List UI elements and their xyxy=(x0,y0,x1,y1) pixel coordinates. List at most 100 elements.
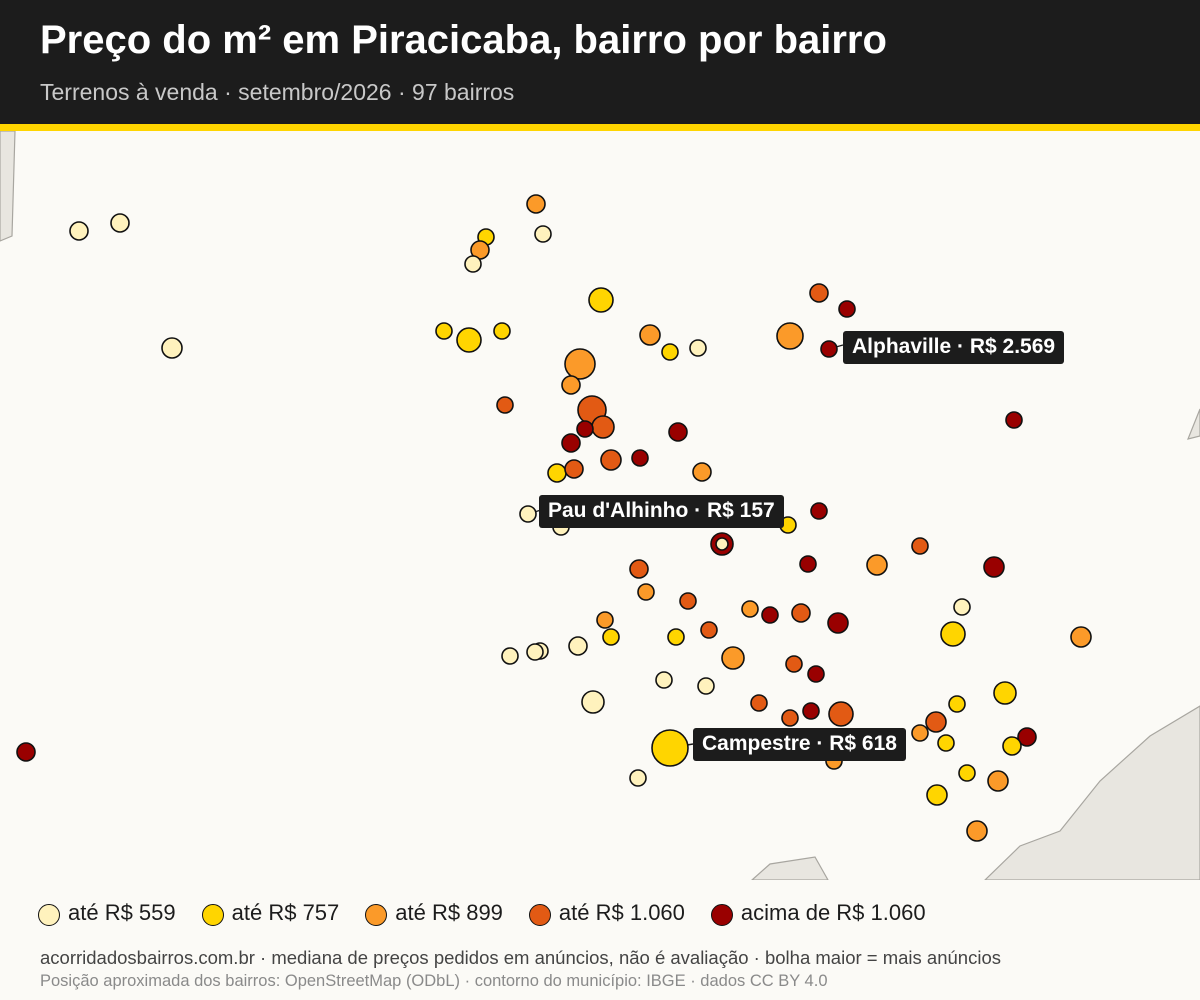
neighbourhood-bubble[interactable] xyxy=(519,505,537,523)
neighbourhood-bubble[interactable] xyxy=(534,225,552,243)
neighbourhood-bubble[interactable] xyxy=(679,592,697,610)
neighbourhood-bubble[interactable] xyxy=(655,671,673,689)
neighbourhood-bubble[interactable] xyxy=(629,559,649,579)
neighbourhood-bubble[interactable] xyxy=(820,340,838,358)
callout-pau-dalhinho: Pau d'Alhinho · R$ 157 xyxy=(539,495,784,528)
neighbourhood-bubble[interactable] xyxy=(983,556,1005,578)
neighbourhood-bubble[interactable] xyxy=(809,283,829,303)
neighbourhood-bubble[interactable] xyxy=(591,415,615,439)
legend-swatch xyxy=(365,904,388,926)
neighbourhood-bubble[interactable] xyxy=(637,583,655,601)
neighbourhood-bubble[interactable] xyxy=(564,459,584,479)
neighbourhood-bubble[interactable] xyxy=(838,300,856,318)
neighbourhood-bubble[interactable] xyxy=(526,643,544,661)
neighbourhood-bubble[interactable] xyxy=(937,734,955,752)
legend-item-tier-4: até R$ 1.060 xyxy=(528,900,685,926)
neighbourhood-bubble[interactable] xyxy=(692,462,712,482)
neighbourhood-bubble[interactable] xyxy=(526,194,546,214)
neighbourhood-bubble[interactable] xyxy=(993,681,1017,705)
neighbourhood-bubble[interactable] xyxy=(781,709,799,727)
neighbourhood-bubble[interactable] xyxy=(576,420,594,438)
neighbourhood-bubble[interactable] xyxy=(651,729,689,767)
legend-label: acima de R$ 1.060 xyxy=(740,900,926,925)
neighbourhood-bubble[interactable] xyxy=(493,322,511,340)
neighbourhood-bubble[interactable] xyxy=(966,820,988,842)
neighbourhood-bubble[interactable] xyxy=(791,603,811,623)
neighbourhood-bubble[interactable] xyxy=(588,287,614,313)
footer-source: Posição aproximada dos bairros: OpenStre… xyxy=(40,972,828,990)
neighbourhood-bubble[interactable] xyxy=(750,694,768,712)
neighbourhood-bubble[interactable] xyxy=(810,502,828,520)
neighbourhood-bubble[interactable] xyxy=(501,647,519,665)
neighbourhood-bubble[interactable] xyxy=(721,646,745,670)
neighbourhood-bubble[interactable] xyxy=(668,422,688,442)
neighbourhood-bubble[interactable] xyxy=(807,665,825,683)
map-area[interactable]: Alphaville · R$ 2.569 Pau d'Alhinho · R$… xyxy=(0,131,1200,880)
footer-note: acorridadosbairros.com.br · mediana de p… xyxy=(40,947,1001,968)
neighbourhood-bubble[interactable] xyxy=(987,770,1009,792)
neighbourhood-bubble[interactable] xyxy=(547,463,567,483)
neighbourhood-bubble[interactable] xyxy=(639,324,661,346)
neighbourhood-bubble[interactable] xyxy=(866,554,888,576)
page-title: Preço do m² em Piracicaba, bairro por ba… xyxy=(40,18,887,62)
neighbourhood-bubble[interactable] xyxy=(568,636,588,656)
neighbourhood-bubble[interactable] xyxy=(564,348,596,380)
neighbourhood-bubble[interactable] xyxy=(435,322,453,340)
neighbourhood-bubble[interactable] xyxy=(16,742,36,762)
neighbourhood-bubble[interactable] xyxy=(953,598,971,616)
neighbourhood-bubble[interactable] xyxy=(596,611,614,629)
neighbourhood-bubble[interactable] xyxy=(161,337,183,359)
neighbourhood-bubble[interactable] xyxy=(940,621,966,647)
neighbourhood-bubbles[interactable] xyxy=(16,194,1092,842)
neighbourhood-bubble[interactable] xyxy=(456,327,482,353)
neighbourhood-bubble[interactable] xyxy=(602,628,620,646)
legend-label: até R$ 899 xyxy=(395,900,503,925)
neighbourhood-bubble[interactable] xyxy=(700,621,718,639)
neighbourhood-bubble[interactable] xyxy=(926,784,948,806)
neighbourhood-bubble[interactable] xyxy=(667,628,685,646)
neighbourhood-bubble[interactable] xyxy=(802,702,820,720)
neighbourhood-bubble[interactable] xyxy=(464,255,482,273)
neighbourhood-bubble[interactable] xyxy=(827,612,849,634)
neighbourhood-bubble[interactable] xyxy=(581,690,605,714)
neighbourhood-bubble[interactable] xyxy=(715,537,729,551)
map-canvas[interactable] xyxy=(0,131,1200,880)
neighbourhood-bubble[interactable] xyxy=(661,343,679,361)
neighbourhood-bubble[interactable] xyxy=(785,655,803,673)
neighbourhood-bubble[interactable] xyxy=(948,695,966,713)
legend-item-tier-3: até R$ 899 xyxy=(365,900,503,926)
neighbourhood-bubble[interactable] xyxy=(69,221,89,241)
neighbourhood-bubble[interactable] xyxy=(958,764,976,782)
neighbourhood-bubble[interactable] xyxy=(1002,736,1022,756)
neighbourhood-bubble[interactable] xyxy=(799,555,817,573)
callout-campestre: Campestre · R$ 618 xyxy=(693,728,906,761)
legend-item-tier-5: acima de R$ 1.060 xyxy=(710,900,926,926)
neighbourhood-bubble[interactable] xyxy=(561,375,581,395)
legend-item-tier-1: até R$ 559 xyxy=(38,900,176,926)
neighbourhood-bubble[interactable] xyxy=(911,724,929,742)
legend-swatch xyxy=(528,904,551,926)
neighbourhood-bubble[interactable] xyxy=(689,339,707,357)
neighbourhood-bubble[interactable] xyxy=(1005,411,1023,429)
neighbourhood-bubble[interactable] xyxy=(761,606,779,624)
legend-swatch xyxy=(38,904,60,926)
land-bottom-right xyxy=(984,705,1200,880)
neighbourhood-bubble[interactable] xyxy=(776,322,804,350)
neighbourhood-bubble[interactable] xyxy=(496,396,514,414)
legend-label: até R$ 1.060 xyxy=(558,900,685,925)
neighbourhood-bubble[interactable] xyxy=(911,537,929,555)
callout-alphaville: Alphaville · R$ 2.569 xyxy=(843,331,1065,364)
legend-item-tier-2: até R$ 757 xyxy=(201,900,339,926)
neighbourhood-bubble[interactable] xyxy=(629,769,647,787)
land-right-edge xyxy=(1187,408,1200,440)
neighbourhood-bubble[interactable] xyxy=(561,433,581,453)
neighbourhood-bubble[interactable] xyxy=(697,677,715,695)
neighbourhood-bubble[interactable] xyxy=(1070,626,1092,648)
neighbourhood-bubble[interactable] xyxy=(828,701,854,727)
neighbourhood-bubble[interactable] xyxy=(600,449,622,471)
neighbourhood-bubble[interactable] xyxy=(925,711,947,733)
neighbourhood-bubble[interactable] xyxy=(1017,727,1037,747)
neighbourhood-bubble[interactable] xyxy=(741,600,759,618)
neighbourhood-bubble[interactable] xyxy=(631,449,649,467)
neighbourhood-bubble[interactable] xyxy=(110,213,130,233)
